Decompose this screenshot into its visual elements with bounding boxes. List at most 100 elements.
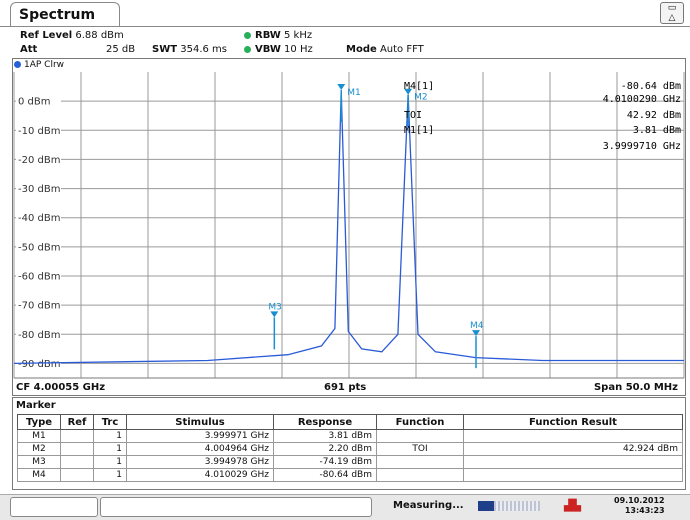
mode-value: Auto FFT [379,44,424,55]
span-value: Span 50.0 MHz [593,382,678,393]
marker-cell-function: TOI [376,442,464,456]
rbw-label: RBW [255,30,281,41]
marker-symbols: M1 M2 M3 M4 [268,84,484,369]
progress-fill [478,501,494,511]
tab-divider [0,26,690,27]
progress-stripe [524,501,526,511]
marker-row-1[interactable]: M1 1 3.999971 GHz 3.81 dBm [17,429,683,443]
marker-m2-symbol [404,88,413,95]
marker-cell-stimulus: 3.994978 GHz [126,455,274,469]
marker-cell-ref [60,455,94,469]
corner-button-label: △ [668,13,676,23]
trace-label: 1AP Clrw [14,60,64,70]
marker-readout: M4[1] -80.64 dBm 4.0100290 GHz TOI 42.92… [404,81,681,152]
status-time: 13:43:23 [624,506,665,515]
mode-label: Mode [346,44,377,55]
marker-cell-stimulus: 4.004964 GHz [126,442,274,456]
col-stimulus: Stimulus [126,414,274,430]
plot-footer: CF 4.00055 GHz 691 pts Span 50.0 MHz [12,380,686,396]
readout-toi-value: 42.92 dBm [627,110,681,121]
marker-cell-ref [60,429,94,443]
readout-m4-freq: 4.0100290 GHz [603,94,681,105]
marker-m1-symbol [337,84,346,91]
col-ref: Ref [60,414,94,430]
readout-m4-label: M4[1] [404,81,434,92]
y-tick-label-bg [16,328,61,341]
marker-cell-response: -80.64 dBm [273,468,377,482]
marker-cell-type: M1 [17,429,61,443]
y-tick-label: -30 dBm [18,184,60,195]
swt-row: SWT 354.6 ms [152,44,227,55]
rbw-row: RBW 5 kHz [244,30,312,41]
y-tick-label: -70 dBm [18,301,60,312]
ref-level-value: 6.88 dBm [75,30,124,41]
col-type: Type [17,414,61,430]
marker-cell-function-result: 42.924 dBm [463,442,683,456]
marker-cell-function [376,468,464,482]
trace-indicator-icon [14,61,21,68]
progress-stripe [516,501,518,511]
col-function-result: Function Result [463,414,683,430]
swt-label: SWT [152,44,178,55]
y-tick-label-bg [16,270,61,282]
progress-stripe [500,501,502,511]
spectrum-plot-frame[interactable] [12,58,686,396]
att-label: Att [20,44,38,55]
vbw-coupled-icon [244,45,251,53]
marker-cell-ref [60,468,94,482]
swt-value: 354.6 ms [180,44,228,55]
readout-m1-level: 3.81 dBm [633,125,681,136]
marker-row-3[interactable]: M3 1 3.994978 GHz -74.19 dBm [17,455,683,469]
mode-row: Mode Auto FFT [346,44,424,55]
vbw-value: 10 Hz [284,44,313,55]
col-response: Response [273,414,377,430]
marker-cell-response: 3.81 dBm [273,429,377,443]
y-tick-label: 0 dBm [18,97,51,108]
y-tick-label: -60 dBm [18,272,60,283]
marker-cell-function-result [463,468,683,482]
status-field-1 [10,497,98,517]
ref-level-row: Ref Level 6.88 dBm [20,30,124,41]
progress-stripe [496,501,498,511]
marker-row-4[interactable]: M4 1 4.010029 GHz -80.64 dBm [17,468,683,482]
spectrum-trace [13,89,684,365]
att-value: 25 dB [106,44,136,55]
display-toggle-button[interactable]: ▭ △ [660,2,684,24]
marker-table-title: Marker [16,400,56,411]
col-function: Function [376,414,464,430]
marker-m3-symbol [270,311,279,318]
col-trc: Trc [93,414,127,430]
marker-cell-type: M2 [17,442,61,456]
y-tick-label: -20 dBm [18,155,60,166]
vbw-label: VBW [255,44,281,55]
readout-toi-label: TOI [404,110,422,121]
marker-cell-response: 2.20 dBm [273,442,377,456]
marker-cell-trc: 1 [93,442,127,456]
marker-table: Type Ref Trc Stimulus Response Function … [17,414,683,482]
y-tick-label-bg [16,240,61,253]
vbw-row: VBW 10 Hz [244,44,313,55]
y-tick-label: -90 dBm [18,359,60,370]
readout-m1-label: M1[1] [404,125,434,136]
progress-bar [478,501,540,511]
marker-cell-function [376,455,464,469]
y-tick-label: -40 dBm [18,213,60,224]
tab-spectrum[interactable]: Spectrum [10,2,120,26]
marker-m1-label: M1 [347,88,361,98]
trace-line [13,89,684,365]
marker-m4-label: M4 [470,321,484,331]
y-tick-label-bg [16,124,61,137]
status-date: 09.10.2012 [614,496,665,505]
y-tick-label: -50 dBm [18,242,60,253]
plot-grid [13,72,685,379]
marker-row-2[interactable]: M2 1 4.004964 GHz 2.20 dBm TOI 42.924 dBm [17,442,683,456]
y-tick-label-bg [16,211,61,224]
y-tick-label-bg [16,95,61,108]
readout-m4-level: -80.64 dBm [621,81,681,92]
marker-table-panel: Marker [12,397,686,490]
marker-m4-symbol [472,330,481,337]
window-icon: ▭ [667,3,677,13]
progress-stripe [512,501,514,511]
progress-stripe [508,501,510,511]
